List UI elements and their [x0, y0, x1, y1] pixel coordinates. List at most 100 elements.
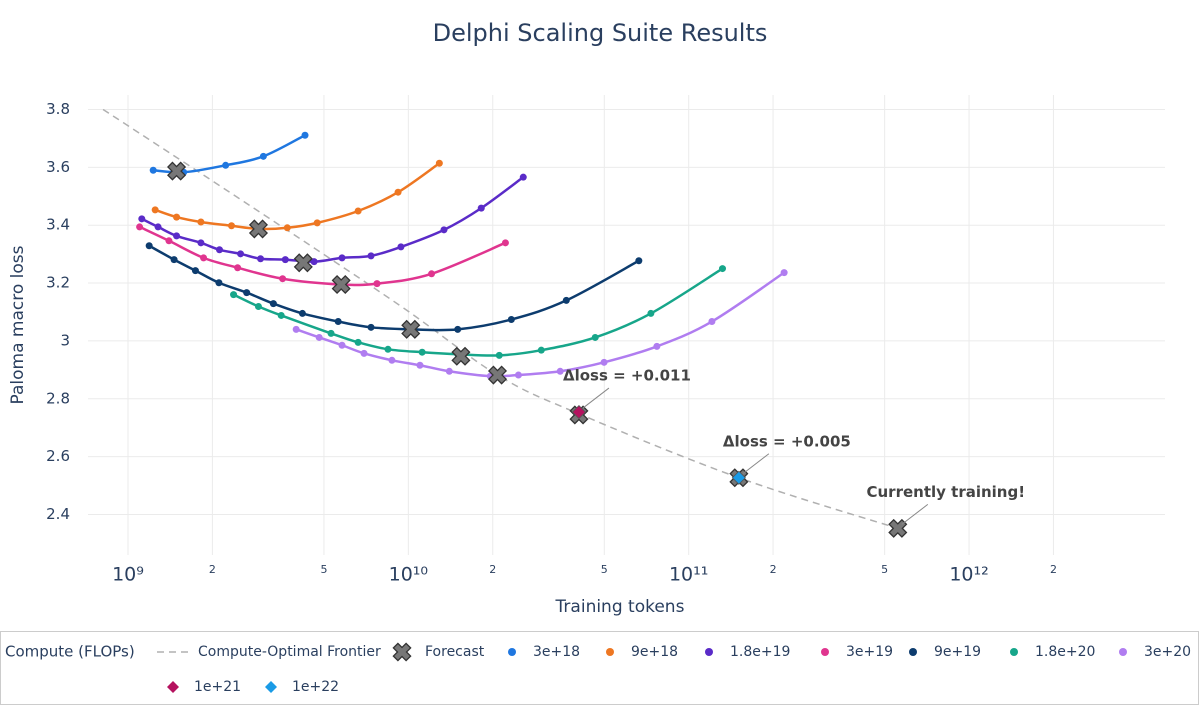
data-point [281, 256, 289, 264]
x-tick-label: 10¹¹ [669, 564, 708, 586]
data-point [397, 243, 405, 251]
forecast-marker [248, 219, 269, 239]
data-point [556, 367, 564, 375]
data-point [173, 213, 181, 221]
data-point [165, 237, 173, 245]
data-point [151, 206, 159, 214]
data-point [197, 218, 205, 226]
annotation: Δloss = +0.005 [723, 432, 851, 450]
x-tick-label: 2 [489, 563, 496, 576]
data-point [234, 264, 242, 272]
data-point [149, 166, 157, 174]
legend-label: 3e+20 [1144, 644, 1191, 660]
chart-title: Delphi Scaling Suite Results [433, 19, 768, 47]
legend-label: 3e+18 [533, 644, 580, 660]
data-point [354, 207, 362, 215]
data-point [237, 250, 245, 258]
data-point [600, 358, 608, 366]
forecast-marker [487, 365, 508, 385]
legend-symbol [705, 648, 713, 656]
data-point [780, 269, 788, 277]
data-point [257, 255, 265, 263]
data-point [269, 300, 277, 308]
data-point [259, 152, 267, 160]
data-point [591, 333, 599, 341]
legend-label: 9e+19 [934, 644, 981, 660]
x-tick-label: 2 [770, 563, 777, 576]
y-tick-label: 3 [60, 331, 70, 349]
legend-label: Compute-Optimal Frontier [198, 644, 381, 660]
data-point [215, 279, 223, 287]
y-tick-label: 3.2 [46, 274, 70, 292]
legend-box [0, 631, 1199, 705]
x-tick-label: 5 [320, 563, 327, 576]
x-tick-label: 5 [601, 563, 608, 576]
data-point [445, 367, 453, 375]
x-tick-label: 10¹² [949, 564, 988, 586]
data-point [435, 159, 443, 167]
data-point [718, 265, 726, 273]
data-point [708, 318, 716, 326]
legend-label: 1.8e+20 [1035, 644, 1095, 660]
data-point [315, 333, 323, 341]
data-point [428, 270, 436, 278]
data-point [298, 309, 306, 317]
data-point [647, 309, 655, 317]
data-point [334, 318, 342, 326]
legend-symbol [606, 648, 614, 656]
y-tick-label: 2.4 [46, 505, 70, 523]
x-tick-label: 10⁹ [112, 564, 144, 586]
forecast-marker [331, 274, 351, 295]
legend-symbol [167, 681, 179, 693]
data-point [230, 291, 238, 299]
data-point [338, 341, 346, 349]
forecast-marker [451, 346, 471, 366]
x-tick-label: 2 [1050, 563, 1057, 576]
data-point [519, 173, 527, 181]
y-tick-label: 2.6 [46, 447, 70, 465]
data-point [301, 131, 309, 139]
data-point [373, 280, 381, 288]
data-point [254, 302, 262, 310]
legend-symbol [909, 648, 917, 656]
line [154, 162, 441, 231]
data-point [514, 371, 522, 379]
data-point [243, 289, 251, 297]
data-point [277, 311, 285, 319]
data-point [138, 215, 146, 223]
data-point [388, 356, 396, 364]
x-axis-label: Training tokens [555, 597, 685, 617]
data-point [537, 346, 545, 354]
data-point [327, 329, 335, 337]
legend-symbol [821, 648, 829, 656]
legend-symbol [265, 681, 277, 693]
data-point [222, 161, 230, 169]
data-point [354, 338, 362, 346]
data-point [292, 325, 300, 333]
data-point [279, 275, 287, 283]
data-point [136, 223, 144, 231]
forecast-marker [293, 253, 313, 273]
data-point [145, 242, 153, 250]
data-point [173, 232, 181, 240]
legend-title: Compute (FLOPs) [5, 643, 135, 661]
data-point [360, 349, 368, 357]
legend-label: 3e+19 [846, 644, 893, 660]
data-point [228, 222, 236, 230]
data-point [191, 267, 199, 275]
y-tick-label: 3.4 [46, 216, 70, 234]
data-point [416, 361, 424, 369]
data-point [200, 254, 208, 262]
y-tick-label: 2.8 [46, 389, 70, 407]
annotation-arrow [582, 387, 610, 409]
annotation: Δloss = +0.011 [563, 367, 691, 385]
data-point [653, 342, 661, 350]
data-point [477, 204, 485, 212]
annotation-arrow [901, 503, 929, 525]
legend-label: 9e+18 [631, 644, 678, 660]
data-point [283, 224, 291, 232]
data-point [338, 254, 346, 262]
line [139, 225, 506, 287]
y-tick-label: 3.8 [46, 100, 70, 118]
